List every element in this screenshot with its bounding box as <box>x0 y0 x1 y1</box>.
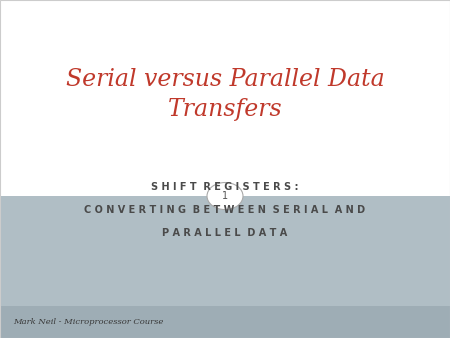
Text: P A R A L L E L  D A T A: P A R A L L E L D A T A <box>162 228 288 238</box>
FancyBboxPatch shape <box>0 0 450 196</box>
FancyBboxPatch shape <box>0 196 450 338</box>
Text: Mark Neil - Microprocessor Course: Mark Neil - Microprocessor Course <box>14 318 164 326</box>
Text: Serial versus Parallel Data
Transfers: Serial versus Parallel Data Transfers <box>66 69 384 121</box>
Text: S H I F T  R E G I S T E R S :: S H I F T R E G I S T E R S : <box>151 182 299 192</box>
Text: 1: 1 <box>222 191 228 201</box>
FancyBboxPatch shape <box>0 306 450 338</box>
Text: C O N V E R T I N G  B E T W E E N  S E R I A L  A N D: C O N V E R T I N G B E T W E E N S E R … <box>85 205 365 215</box>
Circle shape <box>207 183 243 210</box>
